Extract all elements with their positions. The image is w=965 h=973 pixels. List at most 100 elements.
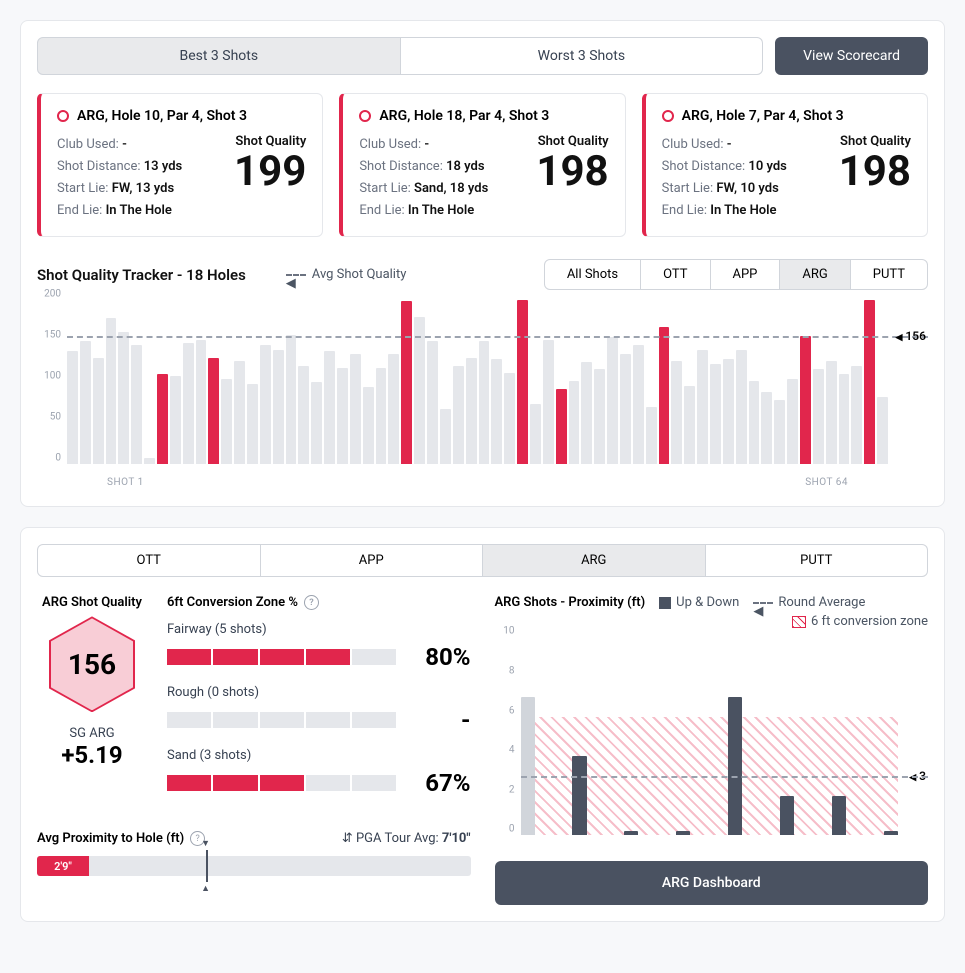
avg-value-badge: 156	[896, 329, 927, 343]
bottom-tabs: OTTAPPARGPUTT	[37, 544, 928, 577]
chart-bar	[556, 389, 567, 464]
chart-bar	[208, 358, 219, 465]
chart-bar	[607, 337, 618, 464]
bottom-tab-app[interactable]: APP	[261, 544, 484, 577]
chart-bar	[839, 374, 850, 464]
prox-bar	[521, 697, 535, 836]
cz-name: Sand (3 shots)	[167, 748, 471, 763]
chart-bar	[826, 361, 837, 464]
shot-card-title: ARG, Hole 18, Par 4, Shot 3	[379, 108, 549, 124]
chart-bar	[684, 386, 695, 465]
conversion-item: Rough (0 shots) -	[167, 685, 471, 734]
cz-name: Rough (0 shots)	[167, 685, 471, 700]
worst-shots-tab[interactable]: Worst 3 Shots	[401, 37, 764, 75]
shot-card[interactable]: ARG, Hole 10, Par 4, Shot 3 Club Used: -…	[37, 93, 323, 237]
chart-bar	[736, 350, 747, 465]
tracker-tab-putt[interactable]: PUTT	[851, 259, 928, 290]
shot-card[interactable]: ARG, Hole 18, Par 4, Shot 3 Club Used: -…	[339, 93, 625, 237]
shot-card[interactable]: ARG, Hole 7, Par 4, Shot 3 Club Used: - …	[642, 93, 928, 237]
chart-bar	[350, 354, 361, 465]
chart-bar	[170, 376, 181, 465]
arg-quality-label: ARG Shot Quality	[42, 595, 142, 610]
bottom-tab-ott[interactable]: OTT	[37, 544, 261, 577]
tracker-tab-ott[interactable]: OTT	[641, 259, 710, 290]
sq-value: 198	[536, 149, 608, 195]
chart-bar	[260, 345, 271, 465]
prox-bar	[832, 796, 846, 836]
chart-bar	[388, 354, 399, 465]
bottom-tab-putt[interactable]: PUTT	[706, 544, 929, 577]
pga-value: 7'10"	[442, 831, 471, 846]
dash-icon: ◀	[753, 602, 773, 604]
chart-bar	[67, 351, 78, 464]
chart-bar	[813, 369, 824, 464]
chart-bar	[93, 358, 104, 465]
cz-pct: 67%	[415, 769, 471, 797]
chart-bar	[594, 369, 605, 464]
chart-bar	[723, 359, 734, 464]
proximity-chart: 0246810 3	[495, 637, 929, 847]
chart-bar	[324, 351, 335, 464]
chart-bar	[286, 335, 297, 465]
chart-bar	[697, 350, 708, 465]
chart-bar	[144, 458, 155, 465]
ring-icon	[359, 110, 371, 122]
prox-bar	[780, 796, 794, 836]
prox-bar	[728, 697, 742, 836]
tracker-title: Shot Quality Tracker - 18 Holes	[37, 266, 246, 284]
chart-bar	[273, 350, 284, 465]
shot-quality-panel: Best 3 Shots Worst 3 Shots View Scorecar…	[20, 20, 945, 507]
chart-bar	[761, 392, 772, 464]
view-scorecard-button[interactable]: View Scorecard	[775, 37, 928, 75]
chart-bar	[106, 318, 117, 464]
hex-badge: 156	[49, 616, 135, 712]
avg-prox-bar: 2'9"	[37, 856, 471, 876]
hatch-icon	[792, 616, 806, 628]
chart-bar	[620, 354, 631, 465]
cz-pct: 80%	[415, 643, 471, 671]
chart-bar	[749, 381, 760, 465]
cz-bar	[167, 649, 397, 665]
chart-bar	[440, 409, 451, 465]
tracker-tab-all-shots[interactable]: All Shots	[544, 259, 641, 290]
chart-bar	[414, 317, 425, 465]
chart-bar	[659, 327, 670, 465]
chart-bar	[671, 361, 682, 464]
arg-dashboard-button[interactable]: ARG Dashboard	[495, 861, 929, 905]
chart-bar	[491, 359, 502, 464]
chart-bar	[298, 366, 309, 464]
chart-bar	[80, 341, 91, 464]
conversion-item: Fairway (5 shots) 80%	[167, 622, 471, 671]
help-icon[interactable]: ?	[304, 595, 319, 610]
best-shots-tab[interactable]: Best 3 Shots	[37, 37, 401, 75]
sq-value: 198	[839, 149, 911, 195]
chart-bar	[401, 301, 412, 464]
chart-bar	[800, 336, 811, 464]
chart-bar	[543, 340, 554, 465]
shot-details: Club Used: - Shot Distance: 10 yds Start…	[662, 134, 787, 222]
chart-bar	[581, 362, 592, 465]
tracker-tab-arg[interactable]: ARG	[780, 259, 850, 290]
prox-chart-title: ARG Shots - Proximity (ft)	[495, 595, 646, 610]
chart-bar	[569, 381, 580, 465]
tracker-tab-app[interactable]: APP	[711, 259, 781, 290]
prox-fill: 2'9"	[37, 856, 89, 876]
dash-icon: ◀	[286, 274, 306, 276]
chart-bar	[118, 332, 129, 465]
arg-detail-panel: OTTAPPARGPUTT ARG Shot Quality 156 SG AR…	[20, 527, 945, 922]
chart-bar	[774, 400, 785, 464]
x-label-start: SHOT 1	[107, 477, 144, 488]
ring-icon	[662, 110, 674, 122]
cz-pct: -	[415, 706, 471, 734]
avg-legend: ◀ Avg Shot Quality	[286, 267, 407, 282]
chart-bar	[234, 361, 245, 464]
chart-bar	[453, 366, 464, 464]
sg-value: +5.19	[61, 741, 122, 769]
prox-bar	[676, 831, 690, 835]
conversion-item: Sand (3 shots) 67%	[167, 748, 471, 797]
sg-label: SG ARG	[69, 726, 114, 741]
sq-value: 199	[234, 149, 306, 195]
hex-value: 156	[51, 618, 133, 710]
bottom-tab-arg[interactable]: ARG	[483, 544, 706, 577]
legend-zone: 6 ft conversion zone	[792, 614, 928, 629]
